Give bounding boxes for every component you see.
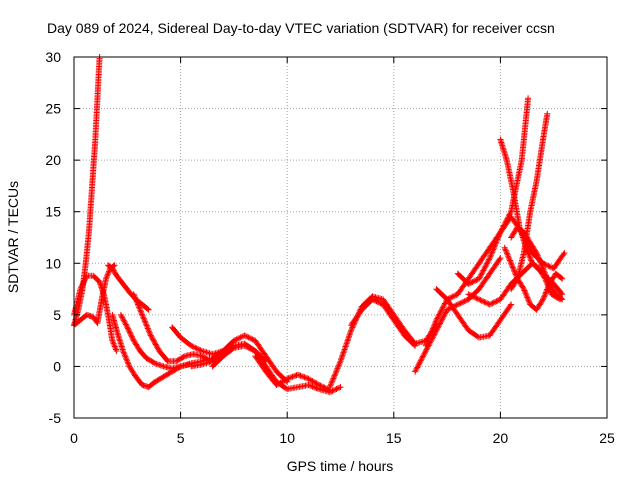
x-tick-label: 20: [493, 430, 509, 446]
marks-layer: [71, 54, 568, 396]
x-tick-label: 15: [386, 430, 402, 446]
plot-frame: [73, 56, 608, 419]
y-tick-label: 15: [45, 204, 61, 220]
x-tick-label: 5: [177, 430, 185, 446]
ticks-layer: 0 5 10 15 20 25 -5 0 5 10 15 20 25 30: [45, 49, 615, 446]
data-point-markers: [508, 224, 566, 303]
data-point-markers: [348, 296, 419, 349]
satellite-track-13: [348, 296, 419, 349]
y-tick-label: 5: [53, 307, 61, 323]
x-tick-label: 25: [599, 430, 615, 446]
satellite-track-22: [508, 224, 566, 303]
data-point-markers: [109, 311, 193, 391]
data-point-markers: [326, 293, 440, 391]
y-tick-label: 20: [45, 152, 61, 168]
y-tick-label: -5: [49, 410, 62, 426]
satellite-track-20: [501, 244, 566, 313]
satellite-track-7: [130, 291, 214, 365]
data-point-markers: [252, 353, 333, 394]
chart-title: Day 089 of 2024, Sidereal Day-to-day VTE…: [47, 20, 555, 36]
data-point-markers: [508, 110, 551, 293]
satellite-track-9: [188, 332, 291, 385]
satellite-track-11: [252, 353, 333, 394]
x-tick-label: 10: [279, 430, 295, 446]
satellite-track-1: [71, 54, 103, 329]
data-point-markers: [71, 54, 103, 329]
data-point-markers: [188, 332, 291, 385]
satellite-track-21: [508, 110, 551, 293]
x-axis-label: GPS time / hours: [287, 458, 394, 474]
satellite-track-12: [326, 293, 440, 391]
satellite-track-5: [109, 311, 193, 391]
y-tick-label: 30: [45, 49, 61, 65]
x-tick-label: 0: [70, 430, 78, 446]
y-tick-label: 25: [45, 101, 61, 117]
data-point-markers: [433, 286, 515, 341]
satellite-track-4: [105, 262, 152, 313]
data-point-markers: [130, 291, 214, 365]
data-point-markers: [501, 244, 566, 313]
y-tick-label: 0: [53, 358, 61, 374]
data-point-markers: [105, 262, 152, 313]
y-tick-label: 10: [45, 255, 61, 271]
y-axis-label: SDTVAR / TECUs: [5, 181, 21, 293]
satellite-track-16: [433, 286, 515, 341]
